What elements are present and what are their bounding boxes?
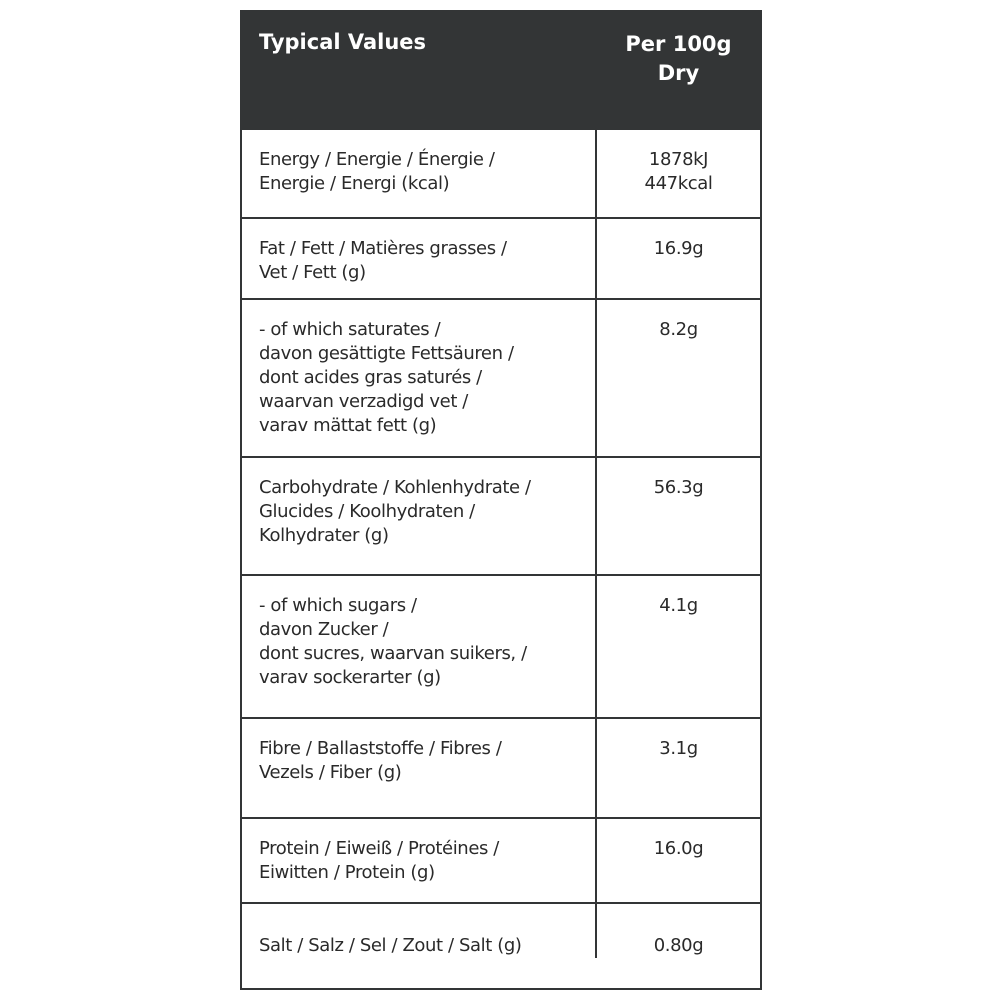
- nutrient-label: - of which saturates / davon gesättigte …: [242, 300, 597, 456]
- nutrition-table: Typical Values Per 100g Dry Energy / Ene…: [240, 10, 762, 990]
- nutrient-value: 56.3g: [653, 477, 704, 498]
- nutrient-value: 16.9g: [653, 238, 704, 259]
- table-header: Typical Values Per 100g Dry: [242, 12, 760, 128]
- nutrient-label: Carbohydrate / Kohlenhydrate / Glucides …: [242, 458, 597, 574]
- nutrient-label: Fat / Fett / Matières grasses / Vet / Fe…: [242, 219, 597, 298]
- table-row-protein: Protein / Eiweiß / Protéines / Eiwitten …: [242, 817, 760, 902]
- nutrient-label: Fibre / Ballaststoffe / Fibres / Vezels …: [242, 719, 597, 817]
- table-row-fibre: Fibre / Ballaststoffe / Fibres / Vezels …: [242, 717, 760, 817]
- nutrient-label: Energy / Energie / Énergie / Energie / E…: [242, 130, 597, 217]
- nutrient-label: Protein / Eiweiß / Protéines / Eiwitten …: [242, 819, 597, 902]
- header-typical-values: Typical Values: [259, 30, 427, 54]
- table-row-fat: Fat / Fett / Matières grasses / Vet / Fe…: [242, 217, 760, 298]
- nutrient-value: 3.1g: [659, 738, 698, 759]
- table-row-sugars: - of which sugars / davon Zucker / dont …: [242, 574, 760, 717]
- table-row-carbohydrate: Carbohydrate / Kohlenhydrate / Glucides …: [242, 456, 760, 574]
- nutrient-value: 8.2g: [659, 319, 698, 340]
- nutrient-value: 4.1g: [659, 595, 698, 616]
- nutrient-value: 16.0g: [653, 838, 704, 859]
- nutrient-value: 1878kJ 447kcal: [644, 149, 713, 194]
- header-per-100g-dry: Per 100g Dry: [625, 32, 732, 85]
- table-row-energy: Energy / Energie / Énergie / Energie / E…: [242, 128, 760, 217]
- table-row-saturates: - of which saturates / davon gesättigte …: [242, 298, 760, 456]
- nutrient-value: 0.80g: [653, 935, 704, 956]
- table-row-salt: Salt / Salz / Sel / Zout / Salt (g) 0.80…: [242, 902, 760, 958]
- nutrient-label: - of which sugars / davon Zucker / dont …: [242, 576, 597, 717]
- nutrient-label: Salt / Salz / Sel / Zout / Salt (g): [242, 904, 597, 958]
